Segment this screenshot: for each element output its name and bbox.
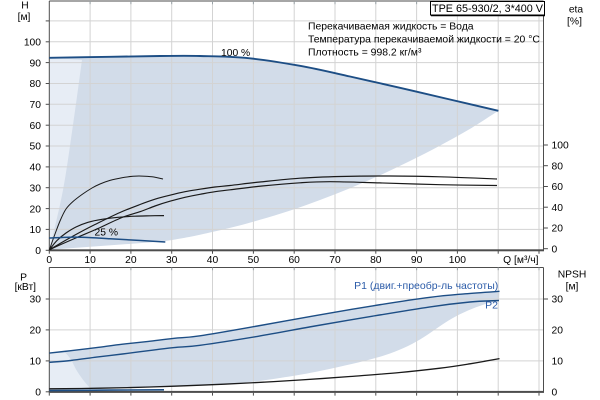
svg-text:30: 30 [30, 183, 42, 194]
svg-text:0: 0 [46, 255, 52, 266]
svg-text:90: 90 [30, 58, 42, 69]
svg-text:30: 30 [552, 295, 564, 306]
svg-text:0: 0 [35, 246, 41, 257]
svg-text:50: 50 [30, 142, 42, 153]
svg-text:50: 50 [248, 255, 260, 266]
svg-text:P: P [20, 273, 27, 284]
svg-text:40: 40 [30, 163, 42, 174]
svg-text:10: 10 [552, 357, 564, 368]
svg-text:Температура перекачиваемой жид: Температура перекачиваемой жидкости = 20… [308, 34, 540, 45]
svg-text:10: 10 [30, 225, 42, 236]
svg-text:[м]: [м] [566, 282, 579, 293]
svg-text:10: 10 [84, 255, 96, 266]
svg-text:20: 20 [552, 224, 564, 235]
svg-text:0: 0 [35, 388, 41, 399]
svg-text:Плотность = 998.2 кг/м³: Плотность = 998.2 кг/м³ [308, 47, 422, 58]
svg-text:[%]: [%] [567, 17, 582, 28]
svg-text:[кВт]: [кВт] [15, 282, 37, 293]
svg-text:20: 20 [30, 204, 42, 215]
svg-text:80: 80 [552, 161, 564, 172]
svg-text:10: 10 [30, 357, 42, 368]
svg-text:40: 40 [207, 255, 219, 266]
svg-text:90: 90 [411, 255, 423, 266]
svg-text:[м]: [м] [18, 12, 31, 23]
svg-text:100 %: 100 % [221, 48, 250, 59]
svg-text:60: 60 [552, 182, 564, 193]
svg-text:100: 100 [24, 38, 41, 49]
svg-text:NPSH: NPSH [558, 270, 587, 281]
svg-text:0: 0 [552, 388, 558, 399]
svg-text:20: 20 [30, 326, 42, 337]
svg-text:20: 20 [125, 255, 137, 266]
svg-text:0: 0 [552, 244, 558, 255]
svg-text:70: 70 [329, 255, 341, 266]
svg-text:80: 80 [30, 79, 42, 90]
svg-text:25 %: 25 % [95, 228, 118, 239]
svg-text:eta: eta [569, 4, 584, 15]
svg-text:30: 30 [30, 295, 42, 306]
svg-text:60: 60 [30, 121, 42, 132]
svg-text:100: 100 [552, 141, 569, 152]
svg-text:100: 100 [449, 255, 466, 266]
svg-text:60: 60 [288, 255, 300, 266]
svg-text:Q [м³/ч]: Q [м³/ч] [503, 255, 538, 266]
svg-text:70: 70 [30, 100, 42, 111]
svg-text:30: 30 [166, 255, 178, 266]
svg-text:80: 80 [370, 255, 382, 266]
svg-text:H: H [21, 1, 28, 12]
svg-text:P1 (двиг.+преобр-ль частоты): P1 (двиг.+преобр-ль частоты) [354, 280, 498, 292]
svg-text:Перекачиваемая жидкость = Вода: Перекачиваемая жидкость = Вода [308, 21, 474, 32]
svg-text:P2: P2 [485, 300, 498, 312]
svg-text:40: 40 [552, 203, 564, 214]
svg-text:TPE 65-930/2, 3*400 V: TPE 65-930/2, 3*400 V [432, 3, 544, 15]
svg-text:20: 20 [552, 326, 564, 337]
